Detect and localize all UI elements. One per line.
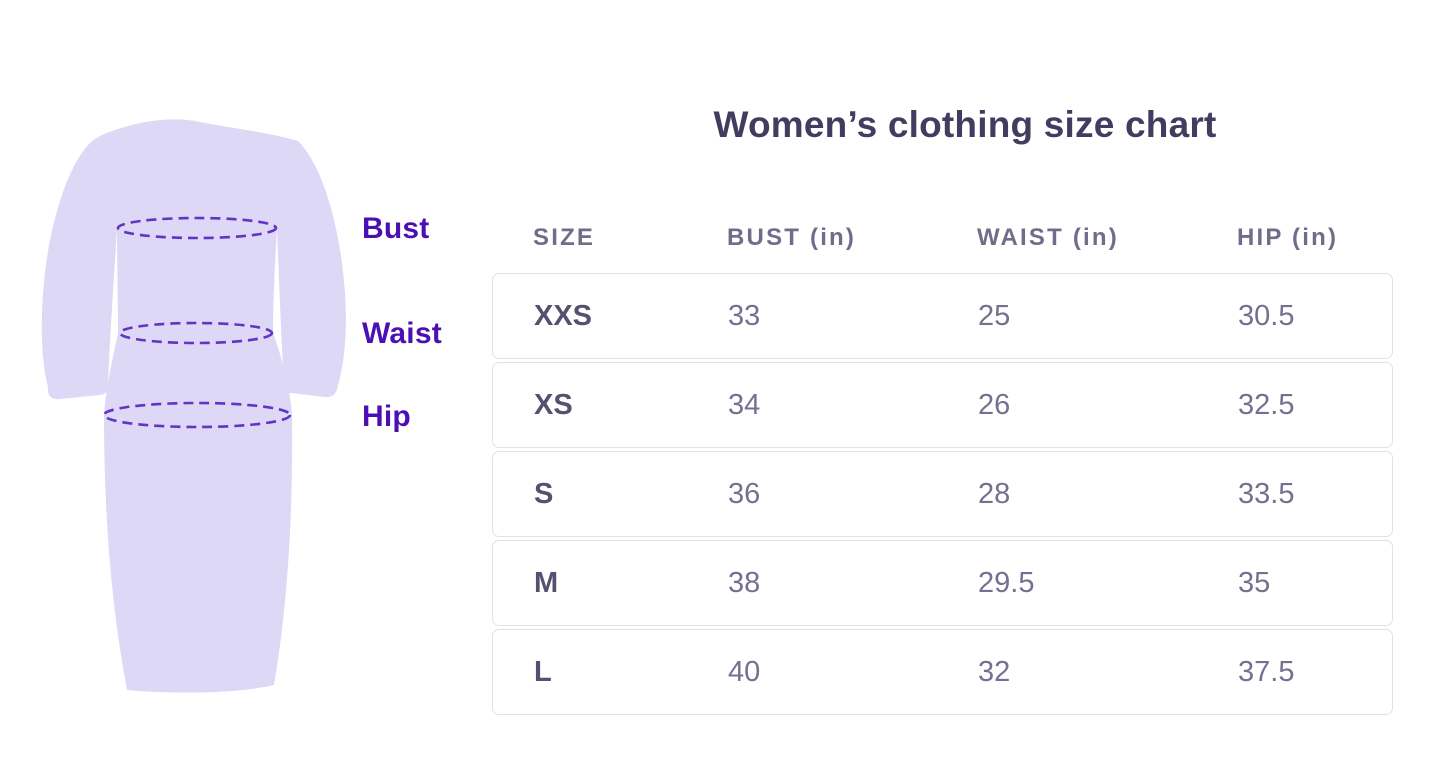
bust-label: Bust <box>362 212 430 245</box>
column-header-hip: HIP (in) <box>1237 224 1339 251</box>
waist-cell: 25 <box>978 299 1011 332</box>
hip-cell: 33.5 <box>1238 477 1295 510</box>
hip-cell: 32.5 <box>1238 388 1295 421</box>
waist-cell: 26 <box>978 388 1011 421</box>
bust-cell: 34 <box>728 388 761 421</box>
table-row: XXS 33 25 30.5 <box>492 273 1393 359</box>
table-row: XS 34 26 32.5 <box>492 362 1393 448</box>
waist-measure-line <box>118 321 274 345</box>
column-header-waist: WAIST (in) <box>977 224 1119 251</box>
size-cell: S <box>534 477 554 510</box>
column-header-size: SIZE <box>533 224 596 251</box>
table-header-row: SIZE BUST (in) WAIST (in) HIP (in) <box>492 203 1393 273</box>
hip-label: Hip <box>362 400 411 433</box>
size-cell: M <box>534 566 559 599</box>
page-title: Women’s clothing size chart <box>713 104 1217 145</box>
waist-label: Waist <box>362 317 442 350</box>
hip-measure-line <box>102 401 292 429</box>
hip-cell: 35 <box>1238 566 1271 599</box>
waist-cell: 32 <box>978 655 1011 688</box>
dress-silhouette <box>41 119 346 693</box>
bust-cell: 36 <box>728 477 761 510</box>
hip-cell: 30.5 <box>1238 299 1295 332</box>
table-row: S 36 28 33.5 <box>492 451 1393 537</box>
hip-cell: 37.5 <box>1238 655 1295 688</box>
size-cell: L <box>534 655 552 688</box>
bust-cell: 38 <box>728 566 761 599</box>
bust-measure-line <box>116 216 278 240</box>
table-row: M 38 29.5 35 <box>492 540 1393 626</box>
table-row: L 40 32 37.5 <box>492 629 1393 715</box>
bust-cell: 33 <box>728 299 761 332</box>
waist-cell: 29.5 <box>978 566 1035 599</box>
bust-cell: 40 <box>728 655 761 688</box>
waist-cell: 28 <box>978 477 1011 510</box>
size-table: SIZE BUST (in) WAIST (in) HIP (in) XXS 3… <box>492 203 1393 718</box>
size-cell: XS <box>534 388 573 421</box>
size-cell: XXS <box>534 299 593 332</box>
column-header-bust: BUST (in) <box>727 224 857 251</box>
dress-figure <box>41 119 346 693</box>
